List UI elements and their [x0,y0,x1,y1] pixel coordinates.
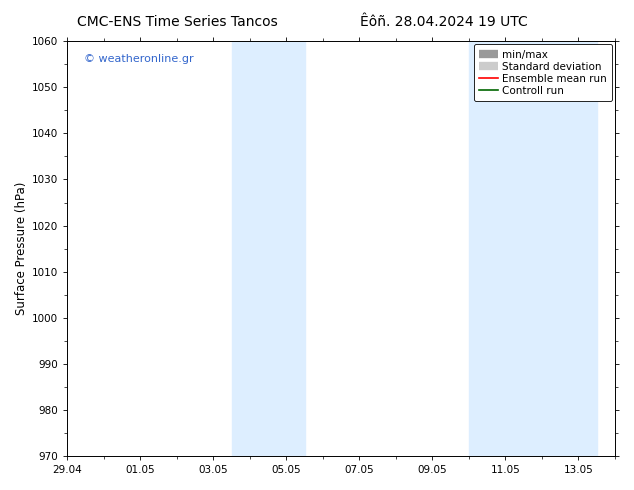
Bar [231,41,305,456]
Legend: min/max, Standard deviation, Ensemble mean run, Controll run: min/max, Standard deviation, Ensemble me… [474,44,612,101]
Text: CMC-ENS Time Series Tancos: CMC-ENS Time Series Tancos [77,15,278,29]
Bar [469,41,597,456]
Text: © weatheronline.gr: © weatheronline.gr [84,54,193,64]
Text: Êôñ. 28.04.2024 19 UTC: Êôñ. 28.04.2024 19 UTC [360,15,527,29]
Y-axis label: Surface Pressure (hPa): Surface Pressure (hPa) [15,182,28,315]
